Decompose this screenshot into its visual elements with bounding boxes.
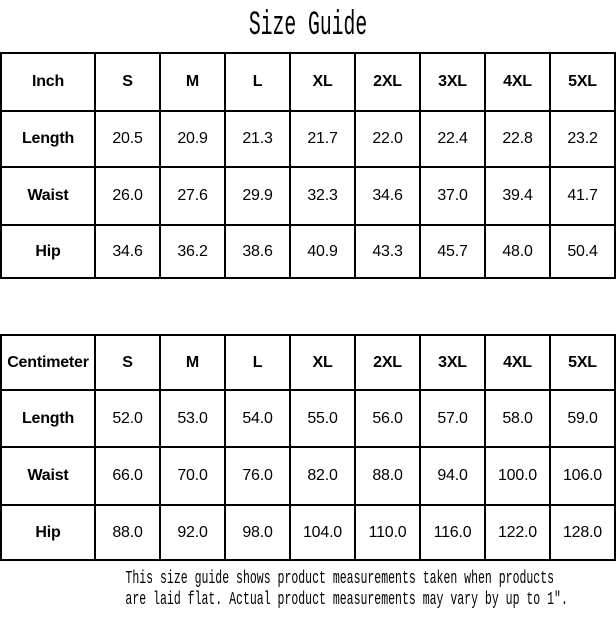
row-label-hip: Hip — [0, 224, 96, 279]
row-label-waist: Waist — [0, 446, 96, 506]
size-value-cell: 43.3 — [354, 224, 421, 279]
size-value-cell: 22.4 — [419, 110, 486, 168]
size-column-header: 4XL — [484, 334, 551, 391]
size-value-cell: 53.0 — [159, 389, 226, 448]
size-column-header: M — [159, 52, 226, 112]
size-value-cell: 59.0 — [549, 389, 616, 448]
size-value-cell: 70.0 — [159, 446, 226, 506]
size-value-cell: 55.0 — [289, 389, 356, 448]
size-value-cell: 34.6 — [354, 166, 421, 226]
size-value-cell: 48.0 — [484, 224, 551, 279]
size-value-cell: 40.9 — [289, 224, 356, 279]
page-title-text: Size Guide — [248, 7, 368, 45]
size-column-header: XL — [289, 52, 356, 112]
size-column-header: 3XL — [419, 52, 486, 112]
row-label-length: Length — [0, 110, 96, 168]
size-value-cell: 38.6 — [224, 224, 291, 279]
size-value-cell: 36.2 — [159, 224, 226, 279]
size-column-header: 3XL — [419, 334, 486, 391]
size-value-cell: 39.4 — [484, 166, 551, 226]
size-column-header: L — [224, 334, 291, 391]
size-column-header: 5XL — [549, 334, 616, 391]
size-column-header: 2XL — [354, 52, 421, 112]
size-column-header: M — [159, 334, 226, 391]
size-value-cell: 122.0 — [484, 504, 551, 561]
size-value-cell: 100.0 — [484, 446, 551, 506]
size-value-cell: 66.0 — [94, 446, 161, 506]
size-value-cell: 37.0 — [419, 166, 486, 226]
size-column-header: 4XL — [484, 52, 551, 112]
size-value-cell: 128.0 — [549, 504, 616, 561]
page-title: Size Guide — [1, 0, 615, 54]
footer-note-line1: This size guide shows product measuremen… — [125, 568, 555, 589]
footer-note-text: This size guide shows product measuremen… — [125, 569, 567, 611]
size-value-cell: 54.0 — [224, 389, 291, 448]
row-label-length: Length — [0, 389, 96, 448]
size-value-cell: 20.9 — [159, 110, 226, 168]
size-value-cell: 32.3 — [289, 166, 356, 226]
size-value-cell: 26.0 — [94, 166, 161, 226]
size-value-cell: 76.0 — [224, 446, 291, 506]
size-value-cell: 116.0 — [419, 504, 486, 561]
size-value-cell: 106.0 — [549, 446, 616, 506]
size-value-cell: 58.0 — [484, 389, 551, 448]
table-spacer — [1, 277, 615, 336]
size-value-cell: 22.8 — [484, 110, 551, 168]
footer-note-line2: are laid flat. Actual product measuremen… — [125, 589, 568, 610]
size-value-cell: 22.0 — [354, 110, 421, 168]
size-value-cell: 88.0 — [94, 504, 161, 561]
size-value-cell: 23.2 — [549, 110, 616, 168]
size-value-cell: 94.0 — [419, 446, 486, 506]
size-value-cell: 27.6 — [159, 166, 226, 226]
size-value-cell: 34.6 — [94, 224, 161, 279]
footer-note: This size guide shows product measuremen… — [1, 559, 615, 618]
size-column-header: L — [224, 52, 291, 112]
size-column-header: 2XL — [354, 334, 421, 391]
row-label-hip: Hip — [0, 504, 96, 561]
size-column-header: S — [94, 52, 161, 112]
size-value-cell: 56.0 — [354, 389, 421, 448]
size-value-cell: 21.3 — [224, 110, 291, 168]
size-value-cell: 50.4 — [549, 224, 616, 279]
unit-label-centimeter: Centimeter — [0, 334, 96, 391]
size-value-cell: 88.0 — [354, 446, 421, 506]
size-value-cell: 57.0 — [419, 389, 486, 448]
size-value-cell: 104.0 — [289, 504, 356, 561]
size-column-header: XL — [289, 334, 356, 391]
size-value-cell: 45.7 — [419, 224, 486, 279]
size-value-cell: 92.0 — [159, 504, 226, 561]
size-value-cell: 41.7 — [549, 166, 616, 226]
size-value-cell: 110.0 — [354, 504, 421, 561]
size-value-cell: 82.0 — [289, 446, 356, 506]
size-column-header: S — [94, 334, 161, 391]
row-label-waist: Waist — [0, 166, 96, 226]
size-value-cell: 21.7 — [289, 110, 356, 168]
size-value-cell: 98.0 — [224, 504, 291, 561]
size-value-cell: 29.9 — [224, 166, 291, 226]
unit-label-inch: Inch — [0, 52, 96, 112]
size-value-cell: 52.0 — [94, 389, 161, 448]
size-value-cell: 20.5 — [94, 110, 161, 168]
size-column-header: 5XL — [549, 52, 616, 112]
